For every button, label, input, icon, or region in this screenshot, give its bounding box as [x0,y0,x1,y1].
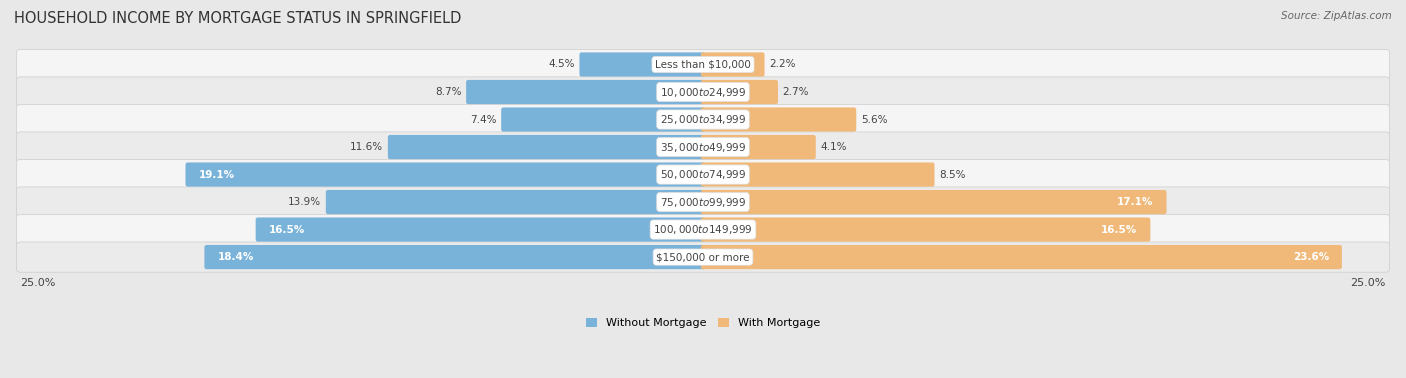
FancyBboxPatch shape [204,245,706,269]
FancyBboxPatch shape [326,190,706,214]
FancyBboxPatch shape [17,187,1389,217]
Text: 11.6%: 11.6% [350,142,384,152]
FancyBboxPatch shape [17,242,1389,272]
Legend: Without Mortgage, With Mortgage: Without Mortgage, With Mortgage [586,318,820,328]
Text: 7.4%: 7.4% [470,115,496,124]
Text: $100,000 to $149,999: $100,000 to $149,999 [654,223,752,236]
Text: 23.6%: 23.6% [1292,252,1329,262]
FancyBboxPatch shape [17,160,1389,190]
Text: $150,000 or more: $150,000 or more [657,252,749,262]
FancyBboxPatch shape [186,163,706,187]
FancyBboxPatch shape [17,77,1389,107]
Text: $25,000 to $34,999: $25,000 to $34,999 [659,113,747,126]
Text: HOUSEHOLD INCOME BY MORTGAGE STATUS IN SPRINGFIELD: HOUSEHOLD INCOME BY MORTGAGE STATUS IN S… [14,11,461,26]
Text: 5.6%: 5.6% [860,115,887,124]
FancyBboxPatch shape [579,53,706,77]
Text: $50,000 to $74,999: $50,000 to $74,999 [659,168,747,181]
Text: Source: ZipAtlas.com: Source: ZipAtlas.com [1281,11,1392,21]
FancyBboxPatch shape [700,245,1341,269]
Text: 13.9%: 13.9% [288,197,321,207]
FancyBboxPatch shape [700,217,1150,242]
Text: $10,000 to $24,999: $10,000 to $24,999 [659,85,747,99]
FancyBboxPatch shape [17,104,1389,135]
Text: 2.7%: 2.7% [783,87,808,97]
Text: 16.5%: 16.5% [1101,225,1137,235]
Text: 8.7%: 8.7% [434,87,461,97]
Text: 17.1%: 17.1% [1118,197,1153,207]
FancyBboxPatch shape [388,135,706,159]
Text: $75,000 to $99,999: $75,000 to $99,999 [659,195,747,209]
FancyBboxPatch shape [467,80,706,104]
FancyBboxPatch shape [17,214,1389,245]
Text: 4.1%: 4.1% [820,142,846,152]
FancyBboxPatch shape [700,163,935,187]
FancyBboxPatch shape [700,190,1167,214]
Text: 19.1%: 19.1% [198,170,235,180]
Text: 4.5%: 4.5% [548,59,575,70]
FancyBboxPatch shape [501,107,706,132]
FancyBboxPatch shape [17,50,1389,80]
Text: 2.2%: 2.2% [769,59,796,70]
Text: 25.0%: 25.0% [1350,278,1385,288]
FancyBboxPatch shape [256,217,706,242]
Text: 16.5%: 16.5% [269,225,305,235]
Text: 18.4%: 18.4% [218,252,253,262]
Text: 25.0%: 25.0% [21,278,56,288]
Text: Less than $10,000: Less than $10,000 [655,59,751,70]
FancyBboxPatch shape [17,132,1389,162]
FancyBboxPatch shape [700,80,778,104]
Text: $35,000 to $49,999: $35,000 to $49,999 [659,141,747,153]
FancyBboxPatch shape [700,107,856,132]
Text: 8.5%: 8.5% [939,170,966,180]
FancyBboxPatch shape [700,53,765,77]
FancyBboxPatch shape [700,135,815,159]
